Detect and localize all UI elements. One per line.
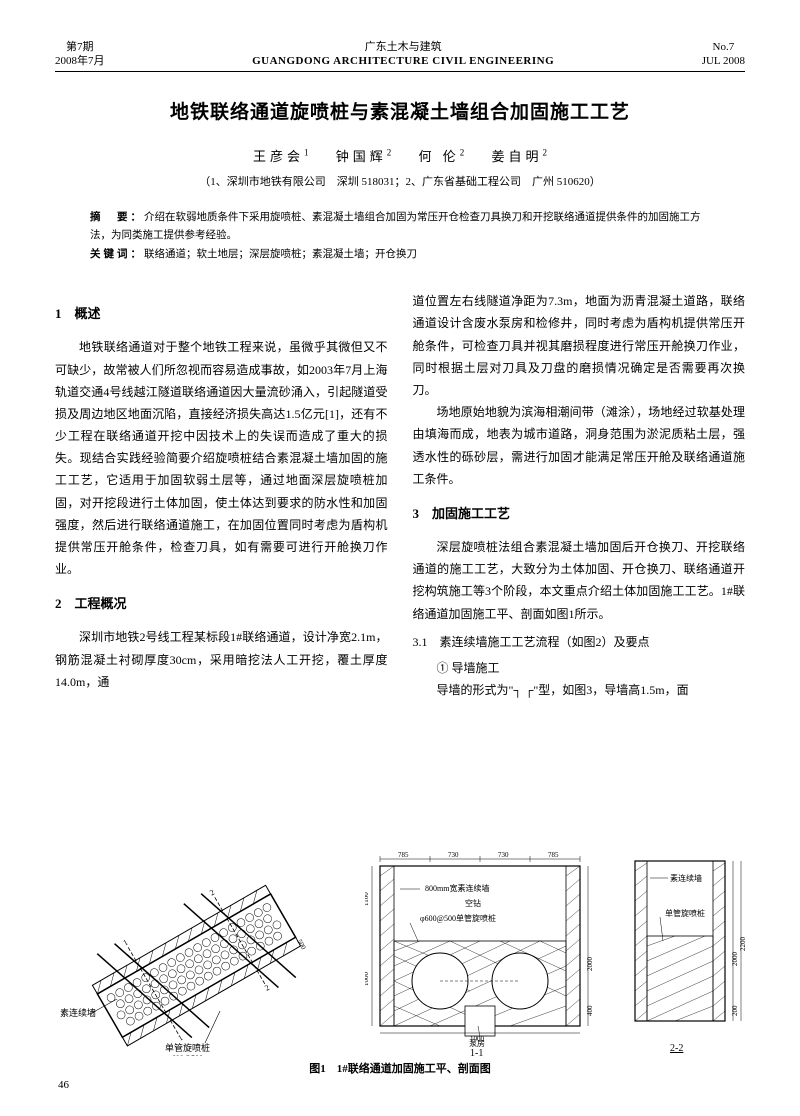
svg-text:1-1: 1-1 [470,1048,483,1056]
svg-text:2-2: 2-2 [670,1043,683,1054]
svg-text:1: 1 [176,1033,184,1043]
svg-text:1100: 1100 [365,892,370,906]
section-3-heading: 3 加固施工工艺 [413,502,746,526]
svg-text:785: 785 [398,851,409,859]
affiliations: （1、深圳市地铁有限公司 深圳 518031；2、广东省基础工程公司 广州 51… [55,173,745,189]
section-3-1-item-1: ① 导墙施工 [413,657,746,679]
article-title: 地铁联络通道旋喷桩与素混凝土墙组合加固施工工艺 [55,97,745,124]
section-2-para-3: 场地原始地貌为滨海相潮间带（滩涂），场地经过软基处理由填海而成，地表为城市道路，… [413,401,746,490]
abstract-line: 摘 要：介绍在软弱地质条件下采用旋喷桩、素混凝土墙组合加固为常压开仓检查刀具换刀… [90,209,710,247]
plan-label-wall: 素连续墙 [60,1007,96,1018]
section-2-heading: 2 工程概况 [55,592,388,616]
svg-text:2000: 2000 [731,952,739,967]
keywords-line: 关键词：联络通道；软土地层；深层旋喷桩；素混凝土墙；开仓换刀 [90,246,710,265]
body-columns: 1 概述 地铁联络通道对于整个地铁工程来说，虽微乎其微但又不可缺少，故常被人们所… [55,290,745,701]
section-3-1-heading: 3.1 素连续墙施工工艺流程（如图2）及要点 [413,631,746,653]
issue-no: 第7期 [55,40,105,54]
svg-text:800mm宽素连续墙: 800mm宽素连续墙 [425,883,489,893]
abstract-label: 摘 要： [90,212,144,223]
author-4: 姜自明2 [492,149,548,164]
svg-text:2: 2 [208,888,216,898]
author-3: 何 伦2 [419,149,465,164]
header-center: 广东土木与建筑 GUANGDONG ARCHITECTURE CIVIL ENG… [105,40,702,69]
authors-line: 王彦会1 钟国辉2 何 伦2 姜自明2 [55,146,745,165]
svg-text:730: 730 [448,851,459,859]
plan-label-spec: φ600@500 [167,1054,203,1056]
svg-text:2: 2 [263,983,271,993]
svg-text:1000: 1000 [470,1035,485,1043]
figure-1-caption: 图1 1#联络通道加固施工平、剖面图 [309,1060,491,1076]
author-1: 王彦会1 [253,149,309,164]
section-3-para-1: 深层旋喷桩法组合素混凝土墙加固后开仓换刀、开挖联络通道的施工工艺，大致分为土体加… [413,536,746,625]
figure-plan-view: 1 1 2 2 素连续墙 单管旋喷桩 φ600@500 500 [55,871,335,1056]
keywords-text: 联络通道；软土地层；深层旋喷桩；素混凝土墙；开仓换刀 [144,249,417,260]
section-2-para-1: 深圳市地铁2号线工程某标段1#联络通道，设计净宽2.1m，钢筋混凝土衬砌厚度30… [55,626,388,693]
column-right: 道位置左右线隧道净距为7.3m，地面为沥青混凝土道路，联络通道设计含废水泵房和检… [413,290,746,701]
page-number: 46 [58,1079,69,1091]
journal-header: 第7期 2008年7月 广东土木与建筑 GUANGDONG ARCHITECTU… [55,40,745,72]
svg-text:单管旋喷桩: 单管旋喷桩 [665,908,705,918]
svg-text:400: 400 [586,1005,594,1016]
svg-text:1: 1 [121,938,129,948]
svg-text:φ600@500单管旋喷桩: φ600@500单管旋喷桩 [420,913,496,923]
svg-text:500: 500 [295,938,307,952]
section-1-heading: 1 概述 [55,302,388,326]
plan-label-pile: 单管旋喷桩 [165,1042,210,1053]
section-1-para-1: 地铁联络通道对于整个地铁工程来说，虽微乎其微但又不可缺少，故常被人们所忽视而容易… [55,336,388,580]
number-en: No.7 [702,40,745,54]
svg-text:200: 200 [731,1005,739,1016]
journal-name-en: GUANGDONG ARCHITECTURE CIVIL ENGINEERING [105,54,702,68]
keywords-label: 关键词： [90,249,144,260]
date-en: JUL 2008 [702,54,745,68]
svg-text:730: 730 [498,851,509,859]
abstract-block: 摘 要：介绍在软弱地质条件下采用旋喷桩、素混凝土墙组合加固为常压开仓检查刀具换刀… [90,209,710,266]
svg-text:1000: 1000 [365,972,370,987]
svg-text:2000: 2000 [586,957,594,972]
section-2-para-2: 道位置左右线隧道净距为7.3m，地面为沥青混凝土道路，联络通道设计含废水泵房和检… [413,290,746,401]
section-3-1-para-1: 导墙的形式为"┐ ┌"型，如图3，导墙高1.5m，面 [413,679,746,701]
journal-name-cn: 广东土木与建筑 [105,40,702,54]
figure-section-views: 785 730 730 785 800mm宽素连续墙 空钻 φ600@500单管 [365,846,745,1056]
header-left: 第7期 2008年7月 [55,40,105,69]
svg-text:785: 785 [548,851,559,859]
svg-text:素连续墙: 素连续墙 [670,873,702,883]
column-left: 1 概述 地铁联络通道对于整个地铁工程来说，虽微乎其微但又不可缺少，故常被人们所… [55,290,388,701]
abstract-text: 介绍在软弱地质条件下采用旋喷桩、素混凝土墙组合加固为常压开仓检查刀具换刀和开挖联… [90,212,701,242]
svg-text:空钻: 空钻 [465,898,481,908]
header-right: No.7 JUL 2008 [702,40,745,69]
issue-date: 2008年7月 [55,54,105,68]
svg-text:2200: 2200 [739,937,745,952]
author-2: 钟国辉2 [336,149,392,164]
